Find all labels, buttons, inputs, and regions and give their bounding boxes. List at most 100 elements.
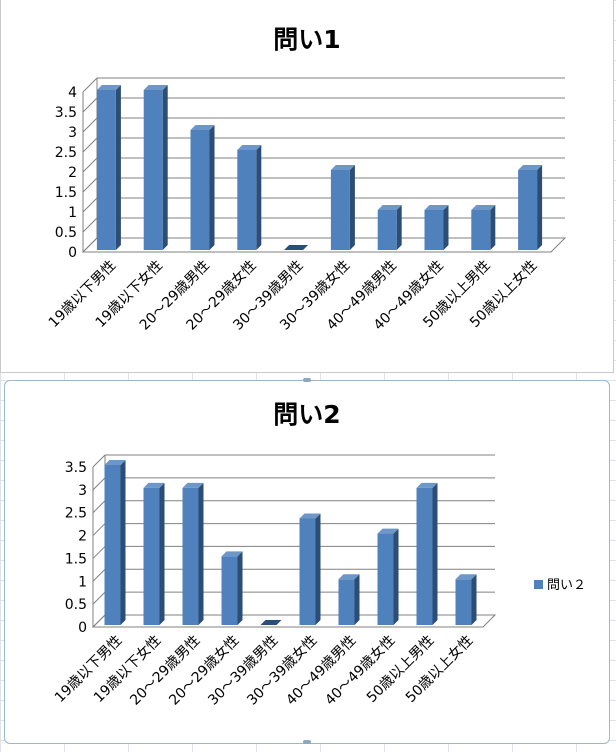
bar-top [221,551,243,557]
bar-side [490,205,496,250]
y-tick-label: 2 [78,529,87,545]
bar-front [330,170,350,250]
bar-front [190,130,210,250]
bar-top [190,125,215,130]
bar[interactable] [182,482,204,625]
bar-front [237,150,257,250]
y-tick-label: 2.5 [55,145,77,161]
resize-handle-top[interactable] [303,378,311,382]
bar-side [471,574,477,625]
bar-front [143,90,163,250]
x-tick-label: 19歳以下女性 [90,632,164,706]
chart-2-svg: 問い2 問い２ 0 0.5 1 1.5 2 2.5 3 3.5 19歳以下男性19歳以下女性20… [52,400,586,709]
chart-2[interactable]: 問い2 問い２ 0 0.5 1 1.5 2 2.5 3 3.5 19歳以下男性 19歳以下女性 20… [4,378,610,744]
bar[interactable] [260,620,282,625]
resize-handle-bottom[interactable] [303,740,311,744]
bar[interactable] [416,482,438,625]
chart-2-title: 問い2 [273,400,340,429]
bar-side [209,125,215,250]
y-tick-label: 1.5 [55,185,77,201]
bar[interactable] [424,205,449,250]
bar[interactable] [330,165,355,250]
bar[interactable] [377,528,399,625]
bar-front [518,170,538,250]
y-tick-label: 0 [78,620,87,636]
gridline-side [82,197,98,213]
y-tick-label: 1 [68,205,77,221]
bar[interactable] [143,85,168,250]
bar-front [416,487,433,625]
bar-side [537,165,543,250]
y-tick-label: 4 [68,85,77,101]
bar-side [396,205,402,250]
bar[interactable] [143,482,165,625]
gridline-side [92,454,106,468]
gridline-side [92,523,106,536]
bar-front [299,518,316,625]
y-tick-label: 0.5 [65,597,87,613]
bar[interactable] [284,245,309,250]
y-tick-label: 3.5 [55,105,77,121]
bar-top [330,165,355,170]
bar[interactable] [104,460,126,625]
gridline-side [82,77,98,93]
bar-front [471,210,491,250]
x-tick-label: 20～29歳女性 [166,632,243,709]
bar[interactable] [221,551,243,625]
bar-top [424,205,449,210]
bar-top [260,620,282,625]
x-tick-label: 19歳以下男性 [52,633,125,706]
gridline-side [92,568,106,582]
gridline-side [82,157,98,173]
bar[interactable] [96,85,121,250]
bar-top [143,482,165,488]
bar[interactable] [237,145,262,250]
y-tick-label: 3.5 [65,460,87,476]
bar[interactable] [377,205,402,250]
x-tick-label: 40～49歳女性 [322,632,399,709]
bar[interactable] [299,513,321,625]
bar[interactable] [455,574,477,625]
bar-top [416,482,438,488]
gridline-side [92,500,106,514]
bar-top [518,165,543,170]
y-tick-label: 1.5 [65,551,87,567]
bar[interactable] [190,125,215,250]
bar-side [162,85,168,250]
bar-front [221,556,238,625]
bar-side [393,528,399,625]
bar[interactable] [518,165,543,250]
bar-top [471,205,496,210]
bar-side [256,145,262,250]
bar-front [96,90,116,250]
y-tick-label: 3 [68,125,77,141]
gridline-side [92,546,106,559]
bar[interactable] [338,574,360,625]
bar-top [104,460,126,465]
bar-side [120,460,126,625]
floor [81,237,567,253]
bar-top [299,513,321,519]
bar-side [432,482,438,625]
bar-top [377,528,399,534]
bar-top [377,205,402,210]
bar-top [182,482,204,488]
chart-1-title: 問い1 [273,25,340,54]
gridline-side [82,117,98,133]
y-tick-label: 0 [68,245,77,261]
bar-front [104,465,121,625]
gridline-side [92,591,106,605]
y-tick-label: 0.5 [55,225,77,241]
chart-1-svg: 問い1 00.511.522.533.5419歳以下男性19歳以下女性20～29… [46,25,567,334]
bar-top [143,85,168,90]
x-tick-label: 50歳以上女性 [402,632,476,706]
gridline-side [92,477,106,491]
legend-swatch [534,580,543,589]
x-tick-label: 30～39歳女性 [244,632,321,709]
bar-side [198,482,204,625]
bar[interactable] [471,205,496,250]
chart-1[interactable]: 問い1 0 0.5 1 1.5 2 2.5 3 3.5 4 19歳以下男性 19歳以下女性 20～29… [0,0,614,373]
bar-side [115,85,121,250]
legend-label: 問い２ [547,578,586,593]
bar-side [443,205,449,250]
